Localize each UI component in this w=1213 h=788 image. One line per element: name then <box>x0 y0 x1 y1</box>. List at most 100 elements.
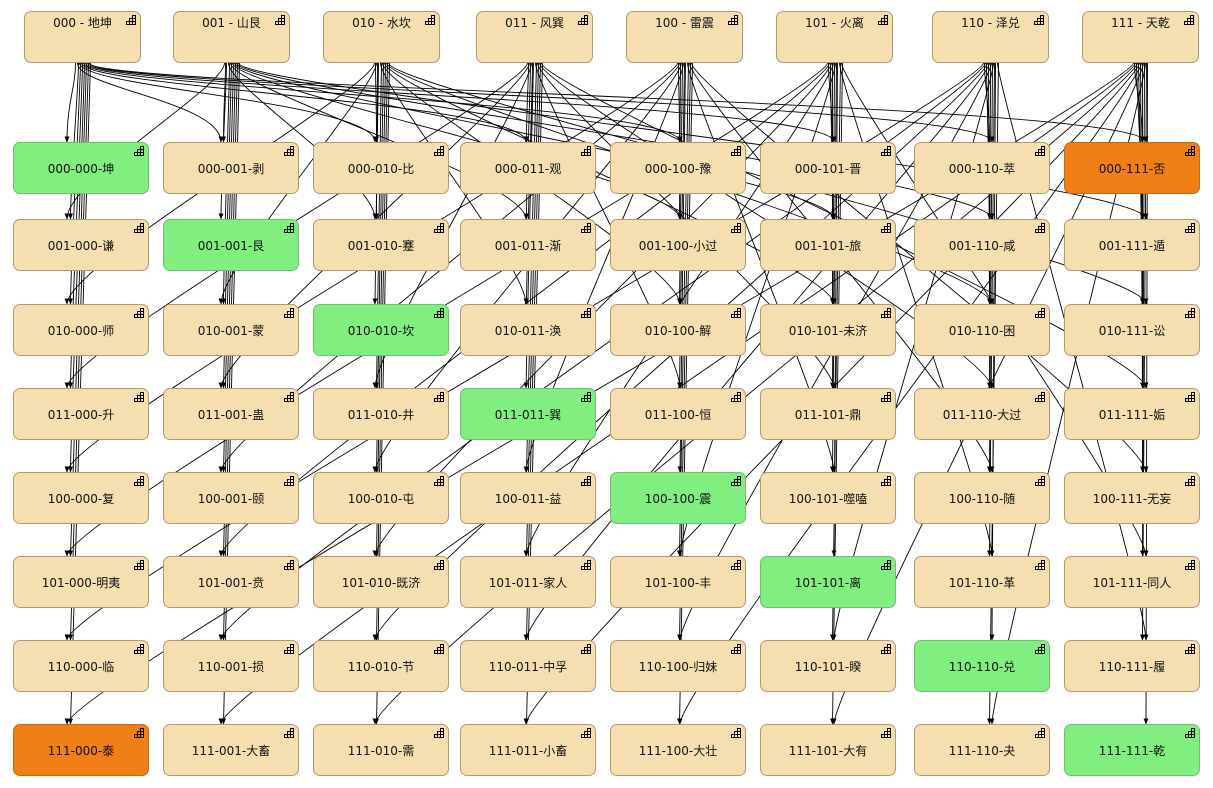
hexagram-node[interactable]: 101-111-同人 <box>1064 556 1200 608</box>
expand-icon[interactable] <box>1184 728 1195 739</box>
expand-icon[interactable] <box>730 560 741 571</box>
hexagram-node[interactable]: 110-010-节 <box>313 640 449 692</box>
expand-icon[interactable] <box>274 15 285 26</box>
expand-icon[interactable] <box>283 308 294 319</box>
expand-icon[interactable] <box>1183 15 1194 26</box>
expand-icon[interactable] <box>727 15 738 26</box>
hexagram-node[interactable]: 010-011-涣 <box>460 304 596 356</box>
trigram-node-011[interactable]: 011 - 风巽 <box>476 11 593 63</box>
hexagram-node[interactable]: 010-100-解 <box>610 304 746 356</box>
expand-icon[interactable] <box>1184 644 1195 655</box>
expand-icon[interactable] <box>730 392 741 403</box>
hexagram-node[interactable]: 110-101-睽 <box>760 640 896 692</box>
hexagram-node[interactable]: 001-111-遁 <box>1064 219 1200 271</box>
expand-icon[interactable] <box>433 560 444 571</box>
hexagram-node[interactable]: 010-001-蒙 <box>163 304 299 356</box>
expand-icon[interactable] <box>125 15 136 26</box>
expand-icon[interactable] <box>1184 392 1195 403</box>
hexagram-node[interactable]: 100-011-益 <box>460 472 596 524</box>
expand-icon[interactable] <box>1034 476 1045 487</box>
hexagram-node[interactable]: 001-011-渐 <box>460 219 596 271</box>
expand-icon[interactable] <box>877 15 888 26</box>
expand-icon[interactable] <box>580 476 591 487</box>
expand-icon[interactable] <box>1034 146 1045 157</box>
hexagram-node[interactable]: 000-111-否 <box>1064 142 1200 194</box>
expand-icon[interactable] <box>133 476 144 487</box>
hexagram-node[interactable]: 111-111-乾 <box>1064 724 1200 776</box>
expand-icon[interactable] <box>880 223 891 234</box>
hexagram-node[interactable]: 001-000-谦 <box>13 219 149 271</box>
expand-icon[interactable] <box>580 728 591 739</box>
hexagram-node[interactable]: 011-111-姤 <box>1064 388 1200 440</box>
hexagram-node[interactable]: 010-101-未济 <box>760 304 896 356</box>
expand-icon[interactable] <box>1184 308 1195 319</box>
hexagram-node[interactable]: 100-010-屯 <box>313 472 449 524</box>
expand-icon[interactable] <box>1034 308 1045 319</box>
hexagram-node[interactable]: 011-010-井 <box>313 388 449 440</box>
expand-icon[interactable] <box>1033 15 1044 26</box>
hexagram-node[interactable]: 111-100-大壮 <box>610 724 746 776</box>
hexagram-node[interactable]: 101-010-既济 <box>313 556 449 608</box>
expand-icon[interactable] <box>133 560 144 571</box>
expand-icon[interactable] <box>433 644 444 655</box>
hexagram-node[interactable]: 000-001-剥 <box>163 142 299 194</box>
expand-icon[interactable] <box>580 308 591 319</box>
hexagram-node[interactable]: 110-111-履 <box>1064 640 1200 692</box>
expand-icon[interactable] <box>880 146 891 157</box>
expand-icon[interactable] <box>1034 644 1045 655</box>
hexagram-node[interactable]: 100-101-噬嗑 <box>760 472 896 524</box>
expand-icon[interactable] <box>730 308 741 319</box>
hexagram-node[interactable]: 001-010-蹇 <box>313 219 449 271</box>
hexagram-node[interactable]: 110-000-临 <box>13 640 149 692</box>
hexagram-node[interactable]: 111-110-夬 <box>914 724 1050 776</box>
hexagram-node[interactable]: 111-000-泰 <box>13 724 149 776</box>
expand-icon[interactable] <box>133 146 144 157</box>
expand-icon[interactable] <box>1034 728 1045 739</box>
hexagram-node[interactable]: 000-010-比 <box>313 142 449 194</box>
expand-icon[interactable] <box>1184 476 1195 487</box>
expand-icon[interactable] <box>1184 560 1195 571</box>
hexagram-node[interactable]: 011-110-大过 <box>914 388 1050 440</box>
hexagram-node[interactable]: 101-011-家人 <box>460 556 596 608</box>
expand-icon[interactable] <box>880 476 891 487</box>
expand-icon[interactable] <box>580 146 591 157</box>
hexagram-node[interactable]: 101-100-丰 <box>610 556 746 608</box>
hexagram-node[interactable]: 010-110-困 <box>914 304 1050 356</box>
hexagram-node[interactable]: 011-100-恒 <box>610 388 746 440</box>
hexagram-node[interactable]: 110-100-归妹 <box>610 640 746 692</box>
hexagram-node[interactable]: 110-011-中孚 <box>460 640 596 692</box>
expand-icon[interactable] <box>133 728 144 739</box>
expand-icon[interactable] <box>730 146 741 157</box>
hexagram-node[interactable]: 000-110-萃 <box>914 142 1050 194</box>
expand-icon[interactable] <box>580 560 591 571</box>
expand-icon[interactable] <box>283 728 294 739</box>
hexagram-node[interactable]: 011-001-蛊 <box>163 388 299 440</box>
hexagram-node[interactable]: 101-001-贲 <box>163 556 299 608</box>
hexagram-node[interactable]: 100-000-复 <box>13 472 149 524</box>
expand-icon[interactable] <box>283 644 294 655</box>
expand-icon[interactable] <box>424 15 435 26</box>
expand-icon[interactable] <box>1034 392 1045 403</box>
trigram-node-111[interactable]: 111 - 天乾 <box>1082 11 1199 63</box>
expand-icon[interactable] <box>433 308 444 319</box>
hexagram-node[interactable]: 010-010-坎 <box>313 304 449 356</box>
hexagram-node[interactable]: 101-000-明夷 <box>13 556 149 608</box>
hexagram-node[interactable]: 000-101-晋 <box>760 142 896 194</box>
hexagram-node[interactable]: 101-101-离 <box>760 556 896 608</box>
trigram-node-000[interactable]: 000 - 地坤 <box>24 11 141 63</box>
hexagram-node[interactable]: 110-110-兑 <box>914 640 1050 692</box>
expand-icon[interactable] <box>580 644 591 655</box>
hexagram-node[interactable]: 001-100-小过 <box>610 219 746 271</box>
hexagram-node[interactable]: 001-101-旅 <box>760 219 896 271</box>
expand-icon[interactable] <box>433 728 444 739</box>
hexagram-node[interactable]: 111-001-大畜 <box>163 724 299 776</box>
expand-icon[interactable] <box>433 392 444 403</box>
hexagram-node[interactable]: 011-000-升 <box>13 388 149 440</box>
expand-icon[interactable] <box>880 560 891 571</box>
hexagram-node[interactable]: 011-101-鼎 <box>760 388 896 440</box>
expand-icon[interactable] <box>283 146 294 157</box>
expand-icon[interactable] <box>880 308 891 319</box>
expand-icon[interactable] <box>880 644 891 655</box>
hexagram-node[interactable]: 001-110-咸 <box>914 219 1050 271</box>
expand-icon[interactable] <box>880 392 891 403</box>
